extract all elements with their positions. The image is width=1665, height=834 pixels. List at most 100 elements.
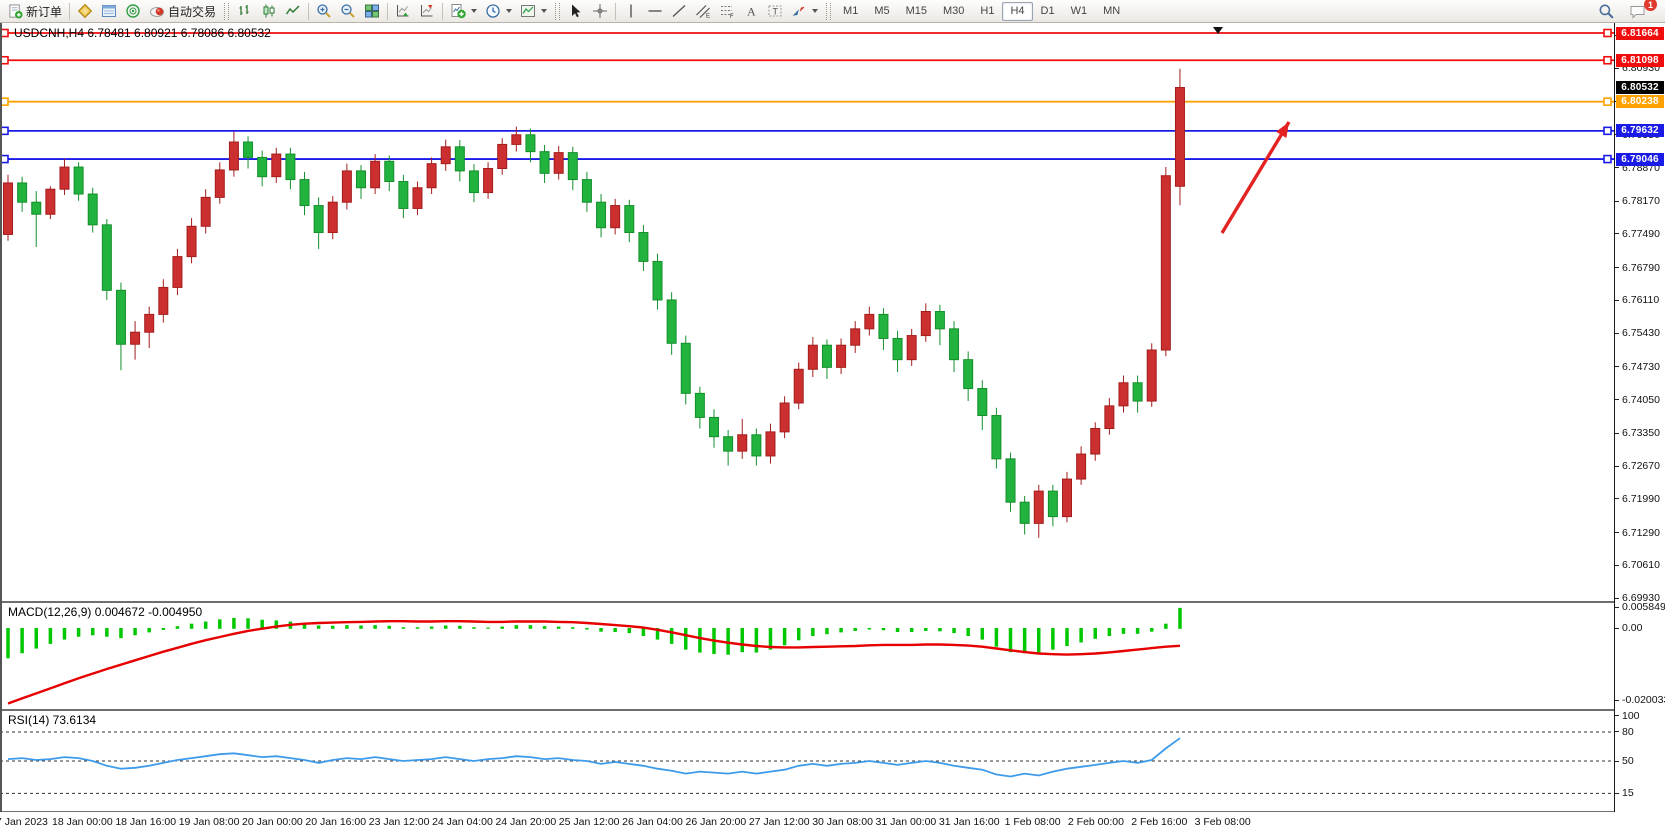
candle-body (624, 205, 635, 234)
horizontal-line-button[interactable] (643, 1, 667, 21)
svg-text:E: E (706, 14, 710, 20)
timeframe-button-d1[interactable]: D1 (1040, 5, 1055, 17)
candle-body (991, 415, 1002, 460)
candle-body (1090, 428, 1101, 455)
trendline-button[interactable] (667, 1, 691, 21)
timeframe-button-mn[interactable]: MN (1103, 5, 1121, 17)
candle-body (610, 205, 621, 229)
autotrading-button[interactable]: 自动交易 (145, 1, 220, 21)
axis-tick (1615, 399, 1619, 400)
candle-body (440, 146, 451, 165)
new-order-label: 新订单 (26, 4, 63, 19)
candle-body (45, 188, 56, 215)
autotrading-icon (149, 3, 165, 19)
chart-left-border (0, 23, 2, 812)
line-chart-button[interactable] (281, 1, 305, 21)
crosshair-button[interactable] (588, 1, 612, 21)
candle-body (228, 141, 239, 171)
macd-panel[interactable]: MACD(12,26,9) 0.004672 -0.004950 (0, 603, 1614, 709)
new-order-button[interactable]: 新订单 (4, 1, 66, 21)
line-handle[interactable] (0, 28, 9, 38)
cursor-button[interactable] (564, 1, 588, 21)
horizontal-line-icon (647, 3, 663, 19)
candle-body (341, 170, 352, 203)
timeframe-button-h4[interactable]: H4 (1002, 1, 1033, 21)
timeframe-button-m30[interactable]: M30 (943, 5, 965, 17)
candle-body (327, 201, 338, 234)
zoom-in-icon (316, 3, 332, 19)
time-axis-label: 20 Jan 00:00 (242, 816, 303, 828)
fibonacci-button[interactable]: F (715, 1, 739, 21)
equidistant-channel-button[interactable]: E (691, 1, 715, 21)
line-handle[interactable] (0, 126, 9, 136)
navigator-button[interactable] (121, 1, 145, 21)
periods-button[interactable] (481, 1, 516, 21)
candle-body (596, 201, 607, 229)
timeframe-button-w1[interactable]: W1 (1070, 5, 1088, 17)
text-label-button[interactable]: T (763, 1, 787, 21)
templates-button[interactable] (516, 1, 551, 21)
line-handle[interactable] (1603, 28, 1612, 38)
axis-tick-label: 80 (1622, 725, 1634, 738)
text-button[interactable]: A (739, 1, 763, 21)
candle-body (87, 193, 98, 226)
timeframe-button-m5[interactable]: M5 (874, 5, 890, 17)
candlestick-button[interactable] (257, 1, 281, 21)
line-handle[interactable] (1603, 55, 1612, 65)
axis-tick-label: 6.76790 (1622, 261, 1660, 274)
candle-body (130, 331, 141, 345)
candle-body (101, 224, 112, 291)
time-axis-label: 18 Jan 16:00 (115, 816, 177, 828)
auto-scroll-button[interactable] (391, 1, 415, 21)
timeframe-button-h1[interactable]: H1 (980, 5, 995, 17)
zoom-out-icon (340, 3, 356, 19)
chart-shift-button[interactable] (415, 1, 439, 21)
new-order-icon (8, 3, 23, 19)
candle-body (497, 143, 508, 169)
line-handle[interactable] (0, 154, 9, 164)
line-handle[interactable] (1603, 126, 1612, 136)
tile-windows-button[interactable] (360, 1, 384, 21)
zoom-out-button[interactable] (336, 1, 360, 21)
line-handle[interactable] (0, 55, 9, 65)
candle-body (214, 169, 225, 198)
price-line-badge: 6.81098 (1616, 53, 1664, 67)
axis-tick (1615, 167, 1619, 168)
candle-body (1160, 175, 1171, 351)
axis-tick-label: 6.76110 (1622, 294, 1660, 307)
time-axis-label: 31 Jan 16:00 (938, 816, 1000, 828)
line-handle[interactable] (1603, 154, 1612, 164)
search-button[interactable] (1594, 1, 1619, 21)
candle-body (356, 170, 366, 189)
rsi-panel[interactable]: RSI(14) 73.6134 (0, 711, 1614, 811)
panel-separator[interactable] (0, 601, 1665, 603)
vertical-line-button[interactable] (619, 1, 643, 21)
data-window-button[interactable] (97, 1, 121, 21)
candlestick-chart[interactable] (0, 23, 1614, 601)
candle-body (892, 337, 903, 361)
price-axis[interactable]: 6.816106.809306.802506.795506.788706.781… (1615, 23, 1665, 812)
indicators-button[interactable] (446, 1, 481, 21)
arrows-tool-button[interactable] (787, 1, 822, 21)
down-triangle-marker[interactable] (1213, 27, 1223, 34)
main-toolbar: 新订单 自动交易 E F A T (0, 0, 1665, 23)
zoom-in-button[interactable] (312, 1, 336, 21)
notifications-button[interactable]: 1 (1625, 0, 1657, 21)
market-watch-button[interactable] (73, 1, 97, 21)
line-handle[interactable] (1603, 97, 1612, 106)
candle-body (666, 299, 677, 344)
timeframe-button-m1[interactable]: M1 (843, 5, 859, 17)
time-axis-label: 17 Jan 2023 (0, 816, 48, 828)
line-handle[interactable] (0, 97, 9, 106)
price-panel[interactable]: USDCNH,H4 6.78481 6.80921 6.78086 6.8053… (0, 23, 1614, 601)
axis-tick (1615, 233, 1619, 234)
indicators-add-icon (450, 3, 466, 19)
chart-window[interactable]: USDCNH,H4 6.78481 6.80921 6.78086 6.8053… (0, 23, 1665, 834)
candle-body (468, 170, 479, 194)
panel-separator[interactable] (0, 709, 1665, 711)
timeframe-button-m15[interactable]: M15 (905, 5, 927, 17)
axis-tick (1615, 715, 1619, 716)
bar-chart-button[interactable] (233, 1, 257, 21)
arrow-annotation[interactable] (1220, 121, 1291, 234)
